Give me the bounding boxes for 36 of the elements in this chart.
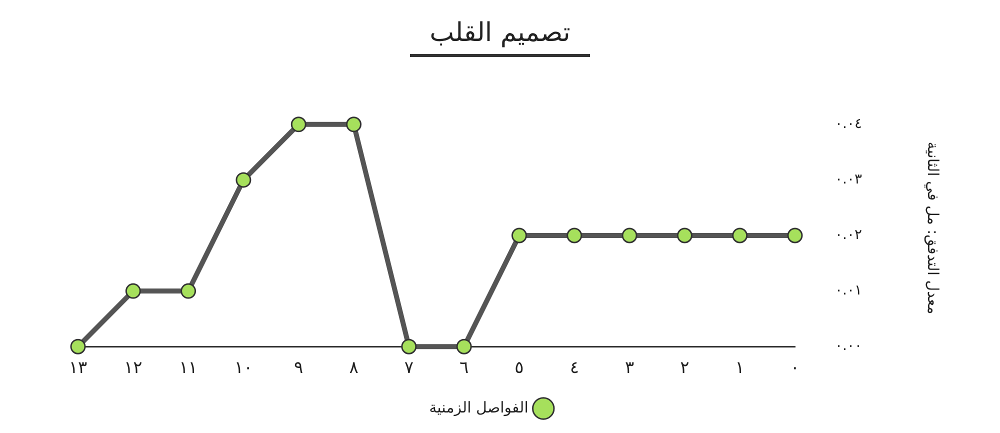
- point: [622, 228, 638, 244]
- x-tick-label: ٣: [624, 358, 634, 378]
- point: [70, 338, 86, 354]
- point: [290, 116, 306, 132]
- x-tick-label: ٩: [294, 358, 304, 378]
- point: [456, 338, 472, 354]
- point: [236, 172, 252, 188]
- x-tick-label: ١٠: [234, 358, 253, 378]
- point: [787, 228, 803, 244]
- y-tick-label: ٠.٠٢: [834, 227, 862, 244]
- chart-title: تصميم القلب: [410, 18, 590, 57]
- x-tick-label: ٤: [570, 358, 579, 378]
- x-tick-label: ٦: [460, 358, 469, 378]
- legend-label: الفواصل الزمنية: [429, 398, 528, 416]
- point: [401, 338, 417, 354]
- x-tick-label: ١: [735, 358, 744, 378]
- y-tick-label: ٠.٠٠: [834, 338, 862, 354]
- x-tick-label: ٨: [349, 358, 358, 378]
- x-tick-label: ٥: [514, 358, 524, 378]
- y-axis-title: معدل التدفق: مل في الثانية: [924, 142, 942, 314]
- y-tick-label: ٠.٠٤: [834, 116, 862, 132]
- y-tick-label: ٠.٠١: [834, 282, 862, 299]
- x-tick-label: ٧: [404, 358, 414, 378]
- point: [566, 228, 582, 244]
- x-tick-label: ١١: [179, 358, 198, 378]
- point: [676, 228, 692, 244]
- y-tick-label: ٠.٠٣: [834, 172, 862, 188]
- x-tick-label: ١٢: [124, 358, 142, 378]
- x-tick-label: ٢: [680, 358, 690, 378]
- x-tick-label: ٠: [790, 358, 800, 378]
- point: [511, 228, 527, 244]
- x-tick-label: ١٣: [68, 358, 88, 378]
- point: [346, 116, 362, 132]
- point: [180, 283, 196, 299]
- point: [732, 228, 748, 244]
- point: [125, 283, 141, 299]
